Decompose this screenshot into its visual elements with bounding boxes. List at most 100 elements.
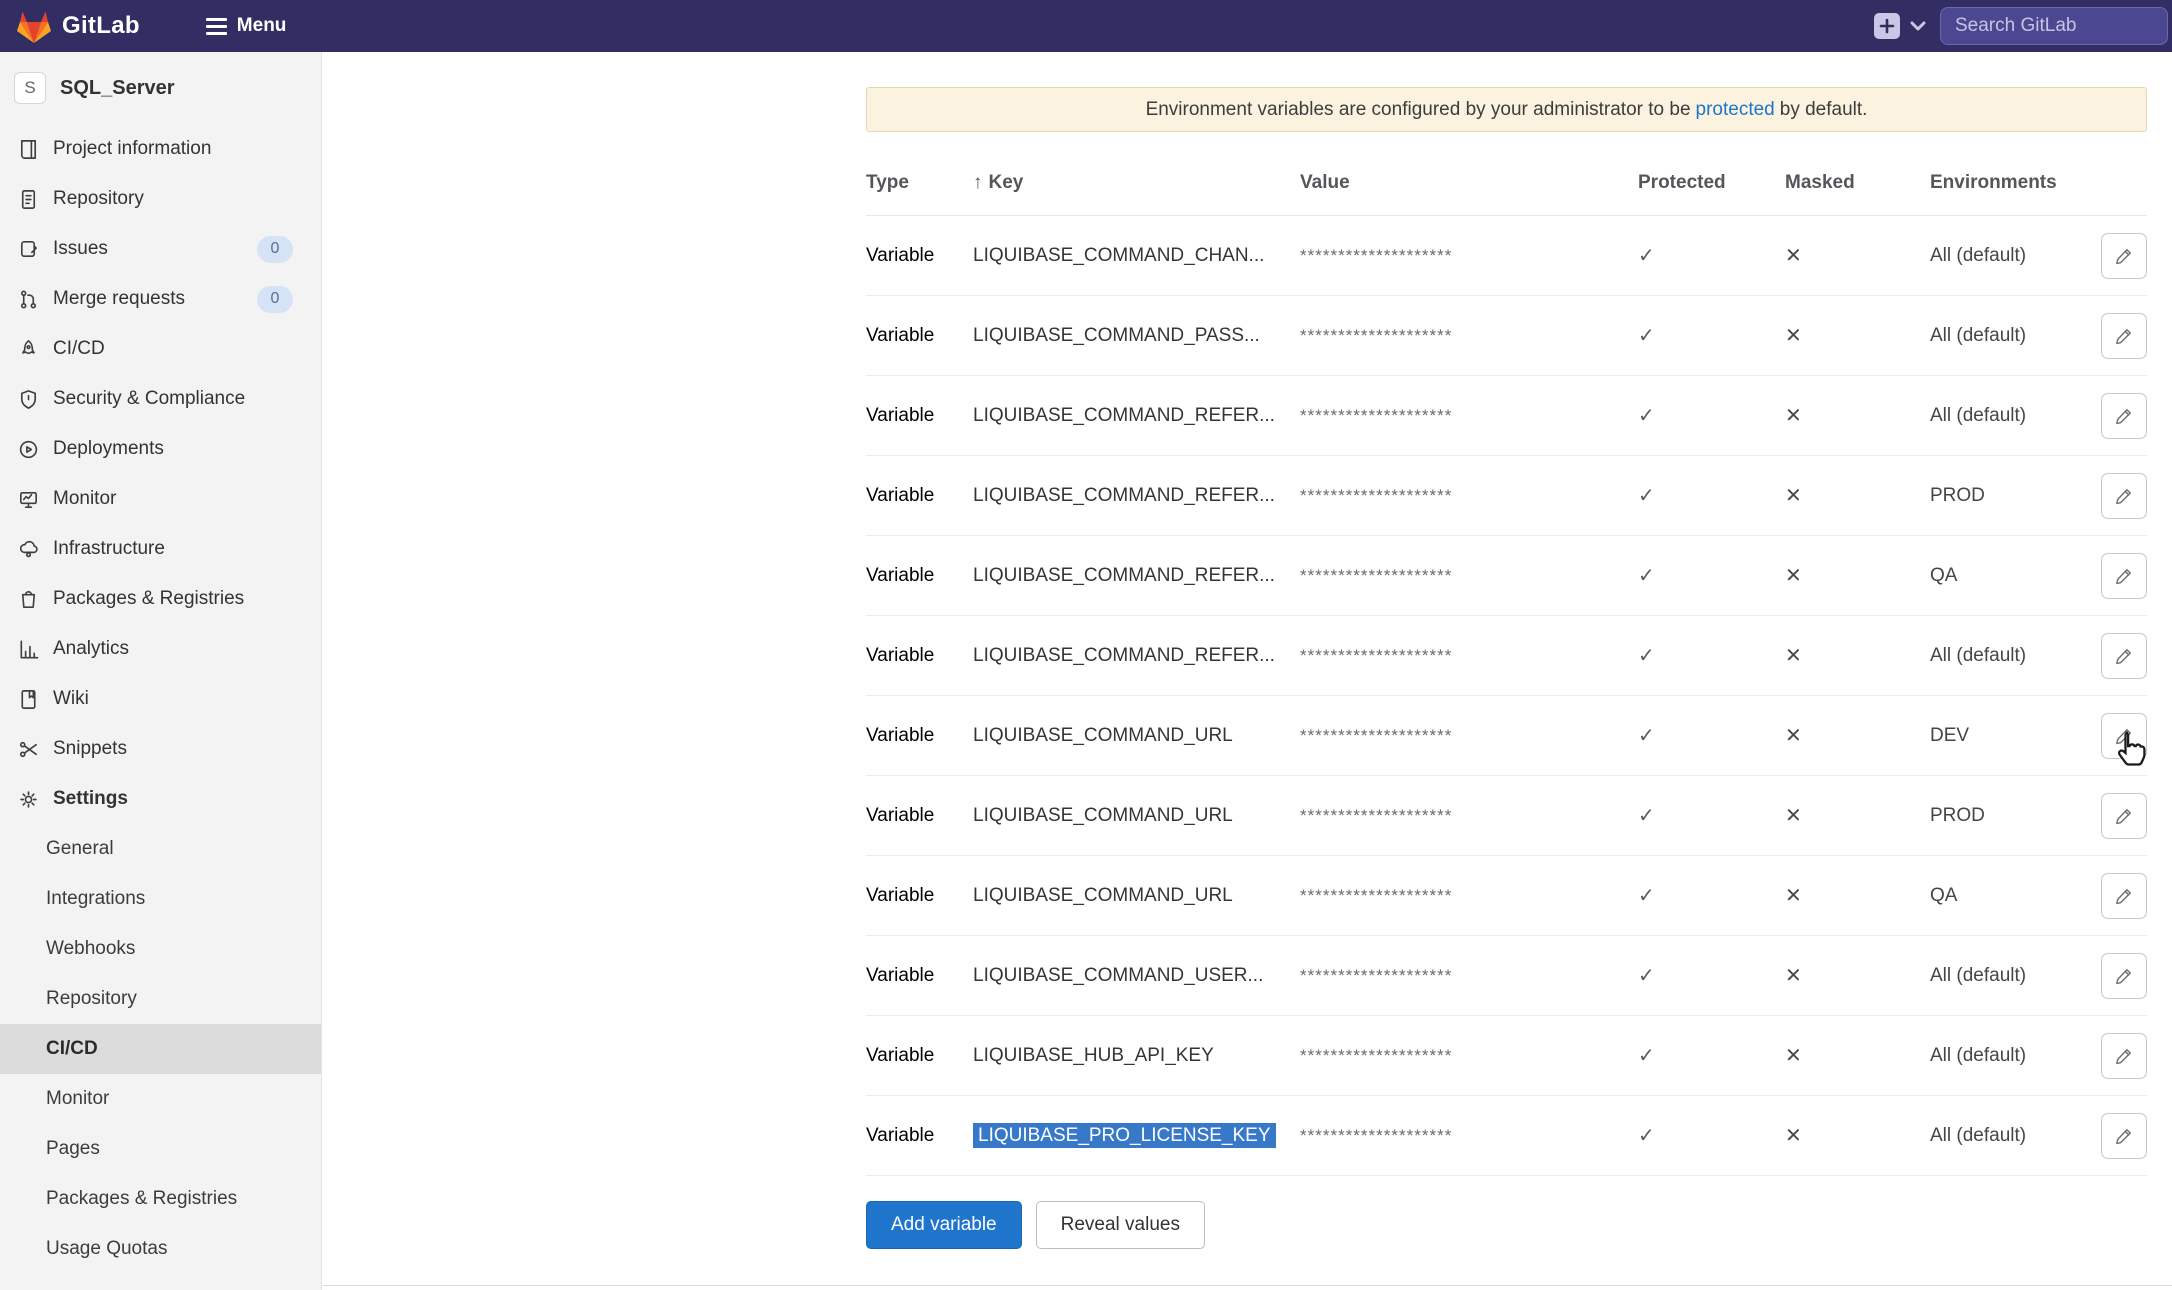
sidebar-item-label: Repository — [46, 988, 137, 1009]
sidebar-item-packages-registries[interactable]: Packages & Registries — [0, 1174, 321, 1224]
sidebar-item-label: Settings — [53, 788, 128, 809]
sidebar-item-usage-quotas[interactable]: Usage Quotas — [0, 1224, 321, 1274]
variable-row: Variable LIQUIBASE_COMMAND_URL ***********… — [866, 856, 2147, 936]
sidebar-item-merge-requests[interactable]: Merge requests 0 — [0, 274, 321, 324]
sidebar-item-label: Issues — [53, 238, 108, 259]
sidebar-item-label: General — [46, 838, 114, 859]
project-name: SQL_Server — [60, 76, 175, 99]
sort-ascending-icon[interactable]: ↑ — [973, 171, 983, 193]
sidebar-item-repository[interactable]: Repository — [0, 174, 321, 224]
edit-variable-button[interactable] — [2101, 952, 2147, 999]
variable-masked-value: ******************** — [1300, 645, 1453, 665]
header-key[interactable]: ↑ Key — [973, 171, 1024, 193]
cicd-icon — [16, 337, 40, 361]
sidebar-item-integrations[interactable]: Integrations — [0, 874, 321, 924]
variable-environments: All (default) — [1930, 244, 2027, 266]
masked-cross-icon: ✕ — [1785, 885, 1802, 907]
variable-environments: PROD — [1930, 804, 1985, 826]
edit-variable-button[interactable] — [2101, 312, 2147, 359]
sidebar-item-label: Monitor — [46, 1088, 110, 1109]
sidebar-item-settings[interactable]: Settings — [0, 774, 321, 824]
project-header[interactable]: S SQL_Server — [0, 52, 321, 124]
variable-type: Variable — [866, 244, 935, 266]
edit-variable-button[interactable] — [2101, 552, 2147, 599]
merge-requests-icon — [16, 287, 40, 311]
edit-variable-button[interactable] — [2101, 792, 2147, 839]
sidebar-item-monitor[interactable]: Monitor — [0, 474, 321, 524]
sidebar-item-label: Repository — [53, 188, 144, 209]
sidebar-item-analytics[interactable]: Analytics — [0, 624, 321, 674]
protected-check-icon: ✓ — [1638, 805, 1655, 827]
search-input[interactable] — [1941, 15, 2167, 37]
table-header-row: Type ↑ Key Value Protected Masked Environ… — [866, 150, 2147, 216]
gitlab-wordmark[interactable]: GitLab — [62, 12, 140, 39]
variable-environments: All (default) — [1930, 1044, 2027, 1066]
sidebar-item-issues[interactable]: Issues 0 — [0, 224, 321, 274]
pencil-icon — [2116, 648, 2131, 664]
variable-environments: All (default) — [1930, 644, 2027, 666]
sidebar-item-label: Security & Compliance — [53, 388, 246, 409]
new-item-button[interactable] — [1874, 13, 1900, 39]
sidebar-item-general[interactable]: General — [0, 824, 321, 874]
sidebar-item-label: Monitor — [53, 488, 117, 509]
protected-check-icon: ✓ — [1638, 325, 1655, 347]
sidebar-item-security-compliance[interactable]: Security & Compliance — [0, 374, 321, 424]
project-sidebar: S SQL_Server Project information Reposito… — [0, 52, 322, 1290]
snippets-icon — [16, 737, 40, 761]
variable-key: LIQUIBASE_COMMAND_URL — [973, 724, 1233, 746]
sidebar-item-monitor[interactable]: Monitor — [0, 1074, 321, 1124]
edit-variable-button[interactable] — [2101, 872, 2147, 919]
add-variable-button[interactable]: Add variable — [866, 1201, 1022, 1249]
menu-button[interactable]: Menu — [205, 15, 286, 37]
edit-variable-button[interactable] — [2101, 1032, 2147, 1079]
sidebar-item-pages[interactable]: Pages — [0, 1124, 321, 1174]
sidebar-item-label: Webhooks — [46, 938, 136, 959]
header-masked: Masked — [1785, 171, 1855, 193]
sidebar-item-ci-cd[interactable]: CI/CD — [0, 1024, 321, 1074]
sidebar-item-project-information[interactable]: Project information — [0, 124, 321, 174]
gitlab-tanuki-logo-icon[interactable] — [16, 10, 52, 44]
edit-variable-button[interactable] — [2101, 632, 2147, 679]
sidebar-item-packages-registries[interactable]: Packages & Registries — [0, 574, 321, 624]
pencil-icon — [2116, 488, 2131, 504]
reveal-values-button[interactable]: Reveal values — [1035, 1201, 1205, 1249]
variable-type: Variable — [866, 964, 935, 986]
protected-check-icon: ✓ — [1638, 485, 1655, 507]
sidebar-item-webhooks[interactable]: Webhooks — [0, 924, 321, 974]
sidebar-item-snippets[interactable]: Snippets — [0, 724, 321, 774]
deployments-icon — [16, 437, 40, 461]
protected-link[interactable]: protected — [1695, 98, 1775, 120]
main-content: Environment variables are configured by … — [323, 52, 2172, 1290]
edit-variable-button[interactable] — [2101, 472, 2147, 519]
count-badge: 0 — [257, 285, 293, 313]
monitor-icon — [16, 487, 40, 511]
edit-variable-button[interactable] — [2101, 1112, 2147, 1159]
sidebar-item-deployments[interactable]: Deployments — [0, 424, 321, 474]
chevron-down-icon[interactable] — [1910, 21, 1926, 31]
security-icon — [16, 387, 40, 411]
variable-type: Variable — [866, 1044, 935, 1066]
project-avatar[interactable]: S — [14, 72, 46, 104]
sidebar-item-infrastructure[interactable]: Infrastructure — [0, 524, 321, 574]
header-environments: Environments — [1930, 171, 2057, 193]
masked-cross-icon: ✕ — [1785, 405, 1802, 427]
variable-key: LIQUIBASE_COMMAND_REFER... — [973, 484, 1275, 506]
edit-variable-button[interactable] — [2101, 392, 2147, 439]
sidebar-item-wiki[interactable]: Wiki — [0, 674, 321, 724]
variable-type: Variable — [866, 884, 935, 906]
variable-row: Variable LIQUIBASE_COMMAND_CHAN... *******… — [866, 216, 2147, 296]
variable-environments: DEV — [1930, 724, 1970, 746]
sidebar-item-label: Packages & Registries — [53, 588, 245, 609]
variable-row: Variable LIQUIBASE_COMMAND_USER... *******… — [866, 936, 2147, 1016]
variable-row: Variable LIQUIBASE_PRO_LICENSE_KEY *******… — [866, 1096, 2147, 1176]
variable-row: Variable LIQUIBASE_COMMAND_REFER... ******… — [866, 376, 2147, 456]
protected-check-icon: ✓ — [1638, 645, 1655, 667]
variable-key: LIQUIBASE_COMMAND_REFER... — [973, 404, 1275, 426]
edit-variable-button[interactable] — [2101, 232, 2147, 279]
masked-cross-icon: ✕ — [1785, 965, 1802, 987]
variable-masked-value: ******************** — [1300, 565, 1453, 585]
sidebar-item-ci-cd[interactable]: CI/CD — [0, 324, 321, 374]
variable-key: LIQUIBASE_COMMAND_USER... — [973, 964, 1264, 986]
edit-variable-button[interactable] — [2101, 712, 2147, 759]
sidebar-item-repository[interactable]: Repository — [0, 974, 321, 1024]
